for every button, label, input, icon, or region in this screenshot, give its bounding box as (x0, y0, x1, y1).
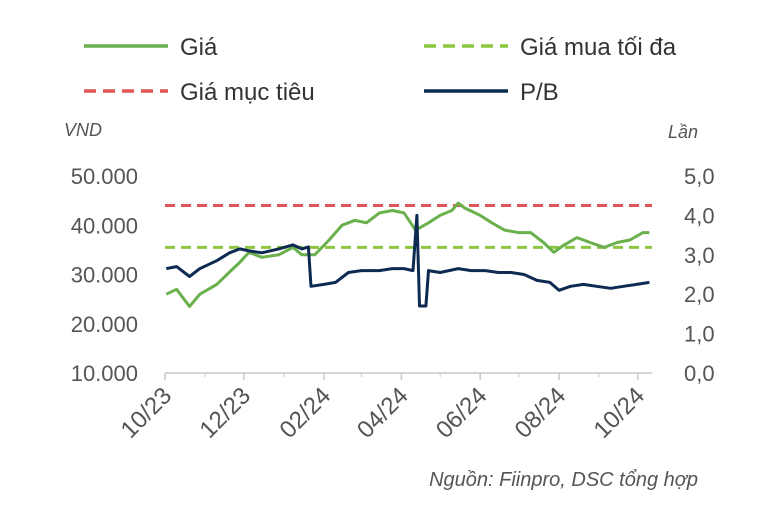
x-tick-label: 06/24 (431, 382, 493, 444)
axes (164, 372, 652, 380)
x-tick-label: 04/24 (352, 382, 414, 444)
legend-label-pb: P/B (520, 79, 559, 106)
source-note: Nguồn: Fiinpro, DSC tổng hợp (429, 469, 698, 491)
left-tick-label: 10.000 (71, 361, 138, 386)
x-tick-label: 10/23 (116, 382, 178, 444)
legend: Giá Giá mua tối đa Giá mục tiêu P/B (84, 34, 677, 106)
right-tick-label: 3,0 (684, 243, 715, 268)
x-tick-label: 12/23 (194, 382, 256, 444)
right-tick-label: 1,0 (684, 322, 715, 347)
plot-area (165, 201, 652, 308)
x-tick-label: 08/24 (510, 382, 572, 444)
left-tick-label: 50.000 (71, 164, 138, 189)
pb-series-line (166, 213, 650, 308)
left-tick-label: 20.000 (71, 312, 138, 337)
left-axis-unit: VND (64, 120, 102, 140)
legend-label-gia: Giá (180, 34, 218, 61)
right-tick-label: 4,0 (684, 203, 715, 228)
right-axis-unit: Lần (668, 122, 698, 142)
legend-label-gia-muc-tieu: Giá mục tiêu (180, 79, 315, 106)
x-tick-label: 10/24 (588, 382, 650, 444)
right-tick-label: 2,0 (684, 282, 715, 307)
x-tick-label: 02/24 (275, 382, 337, 444)
left-tick-label: 30.000 (71, 263, 138, 288)
price-series-line (165, 201, 650, 308)
right-tick-label: 5,0 (684, 164, 715, 189)
legend-label-gia-mua-toi-da: Giá mua tối đa (520, 34, 677, 61)
left-tick-label: 40.000 (71, 213, 138, 238)
right-tick-label: 0,0 (684, 361, 715, 386)
